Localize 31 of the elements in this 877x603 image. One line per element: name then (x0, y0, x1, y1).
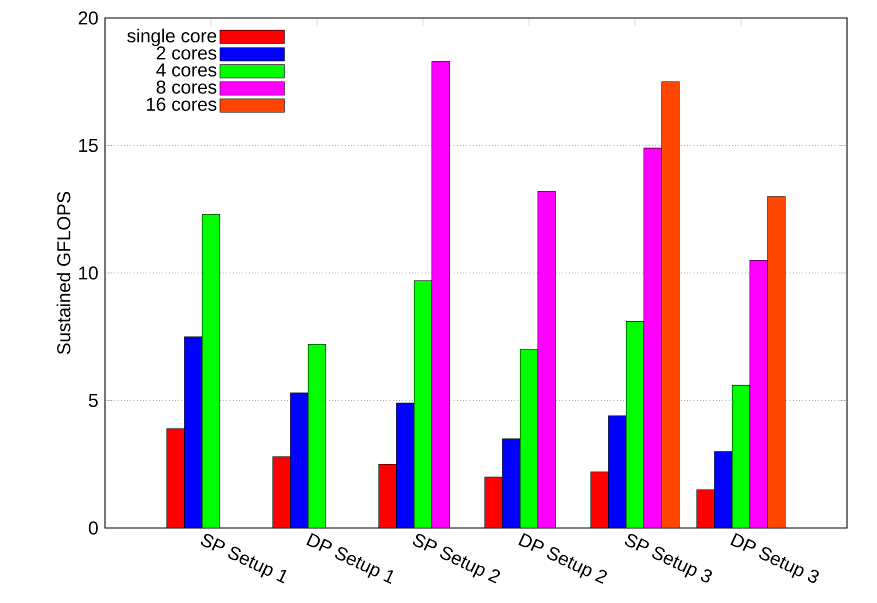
x-tick-label: DP Setup 3 (730, 532, 819, 583)
bar (202, 214, 220, 528)
bar (308, 344, 326, 528)
x-tick-label: SP Setup 2 (412, 534, 500, 584)
bar (661, 81, 680, 528)
legend-label: single core (127, 28, 216, 46)
bar (166, 428, 185, 528)
y-tick-label: 0 (88, 521, 98, 535)
x-tick-label: SP Setup 3 (624, 534, 712, 582)
x-tick-label: DP Setup 2 (518, 532, 607, 584)
y-tick-label: 10 (79, 266, 98, 280)
y-tick-label: 20 (78, 11, 98, 25)
bar (732, 384, 750, 528)
y-axis-title: Sustained GFLOPS (56, 192, 70, 354)
legend-label: 16 cores (146, 98, 216, 111)
y-tick-label: 15 (79, 138, 98, 152)
bar (590, 472, 609, 528)
bar (414, 280, 432, 528)
y-tick-label: 5 (88, 394, 98, 408)
legend-label: 8 cores (156, 80, 216, 94)
bar (484, 476, 503, 528)
bar (272, 456, 291, 528)
x-tick-label: SP Setup 1 (200, 534, 286, 584)
legend-label: 4 cores (156, 64, 216, 77)
legend-label: 2 cores (156, 46, 216, 60)
bar (520, 349, 538, 528)
bar (626, 321, 644, 528)
bar (696, 489, 715, 528)
bar (767, 196, 786, 528)
bar (378, 464, 397, 528)
x-tick-label: DP Setup 1 (306, 532, 394, 584)
